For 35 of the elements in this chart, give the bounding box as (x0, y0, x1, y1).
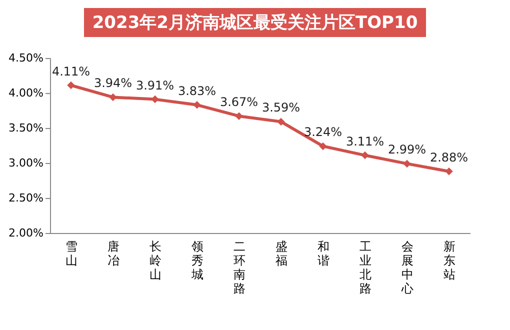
text: 3.94% (94, 76, 132, 90)
text: 3.59% (262, 100, 300, 115)
point (361, 151, 369, 160)
text: 3.91% (136, 78, 174, 92)
y-tick-label: 3.50% (8, 122, 44, 134)
x-tick-label: 和谐 (318, 240, 330, 268)
x-tick-label: 二环南路 (234, 240, 246, 296)
x-tick-label: 长岭山 (150, 240, 162, 282)
x-tick-label: 工业北路 (360, 240, 372, 296)
x-tick-label: 唐冶 (108, 240, 120, 268)
y-tick-label: 3.00% (8, 156, 44, 170)
text: 2.99% (388, 142, 426, 157)
y-tick-label: 2.50% (8, 192, 44, 204)
point (445, 168, 453, 176)
point (403, 160, 411, 168)
point (67, 81, 75, 90)
y-tick-label: 4.50% (8, 52, 44, 64)
point (193, 101, 201, 109)
text: 3.83% (178, 84, 216, 98)
text: 2.88% (430, 150, 468, 164)
x-tick-label: 会展中心 (400, 240, 414, 296)
x-tick-label: 新东站 (444, 240, 456, 282)
y-tick-label: 2.00% (8, 226, 44, 240)
text: 3.67% (220, 95, 258, 110)
x-tick-label: 领秀城 (190, 240, 204, 282)
x-tick-label: 盛福 (276, 240, 288, 268)
x-tick-label: 雪山 (66, 240, 78, 268)
chart-title: 2023年2月济南城区最受关注片区TOP10 (84, 8, 426, 37)
text: 3.24% (304, 125, 342, 140)
text: 3.11% (346, 134, 384, 148)
point (319, 142, 327, 150)
text: 4.11% (52, 64, 90, 78)
point (277, 118, 285, 126)
y-tick-label: 4.00% (8, 86, 44, 100)
point (235, 112, 243, 120)
